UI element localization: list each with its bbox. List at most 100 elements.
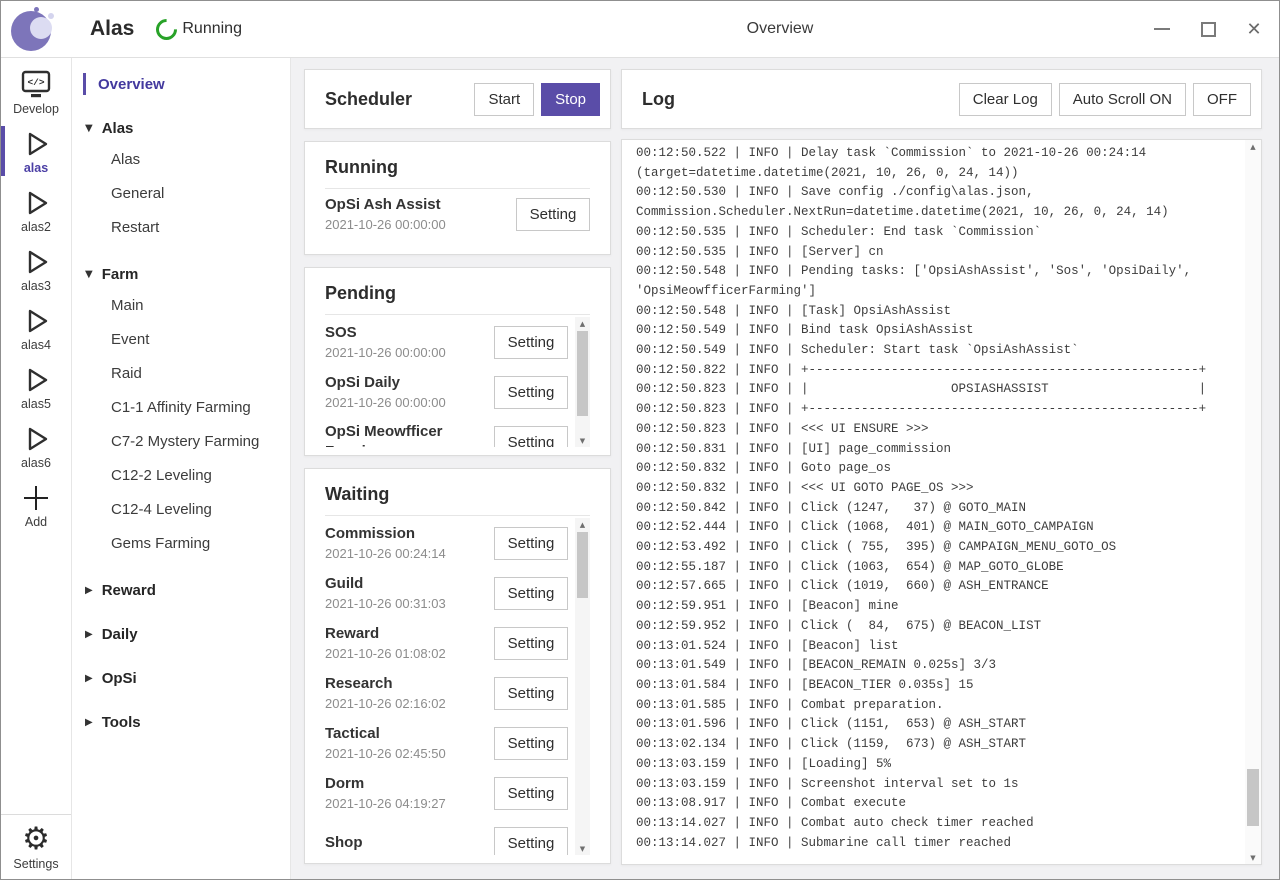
nav-item-event[interactable]: Event	[111, 330, 150, 348]
scroll-thumb[interactable]	[1247, 769, 1259, 826]
task-next-run: 2021-10-26 00:31:03	[325, 596, 446, 611]
pending-task-list: SOS 2021-10-26 00:00:00 Setting OpSi Dai…	[325, 317, 568, 447]
clear-log-button[interactable]: Clear Log	[958, 82, 1052, 116]
task-name: OpSi Daily	[325, 374, 401, 391]
setting-button[interactable]: Setting	[494, 826, 568, 855]
code-monitor-icon: </>	[20, 70, 52, 100]
setting-button[interactable]: Setting	[494, 325, 568, 359]
setting-button[interactable]: Setting	[494, 626, 568, 660]
task-name: Research	[325, 675, 393, 692]
nav-group-farm[interactable]: ▼ Farm	[72, 260, 290, 288]
setting-button[interactable]: Setting	[494, 776, 568, 810]
task-info: Commission 2021-10-26 00:24:14	[325, 524, 494, 562]
rail-item-alas6[interactable]: alas6	[1, 418, 71, 477]
task-name: SOS	[325, 324, 357, 341]
rail-label: alas6	[21, 456, 51, 470]
rail-label: Develop	[13, 102, 59, 116]
rail-item-alas2[interactable]: alas2	[1, 182, 71, 241]
log-output[interactable]: 00:12:50.522 | INFO | Delay task `Commis…	[636, 146, 1207, 850]
auto-scroll-off-button[interactable]: OFF	[1193, 82, 1251, 116]
play-icon	[21, 424, 51, 454]
task-name: Guild	[325, 575, 364, 592]
nav-item-c1-1-affinity-farming[interactable]: C1-1 Affinity Farming	[111, 398, 251, 416]
task-info: Shop	[325, 833, 494, 853]
nav-item-raid[interactable]: Raid	[111, 364, 142, 382]
setting-button[interactable]: Setting	[494, 526, 568, 560]
rail-item-settings[interactable]: ⚙ Settings	[1, 814, 71, 879]
task-next-run: 2021-10-26 02:16:02	[325, 696, 446, 711]
nav-group-opsi[interactable]: ▶ OpSi	[72, 664, 290, 692]
window-controls: ✕	[1153, 1, 1263, 57]
setting-button[interactable]: Setting	[494, 576, 568, 610]
nav-group-label: Farm	[101, 265, 139, 283]
scroll-up-icon[interactable]: ▲	[579, 520, 586, 529]
running-card: Running OpSi Ash Assist 2021-10-26 00:00…	[304, 141, 611, 255]
stop-button[interactable]: Stop	[541, 82, 600, 116]
task-name: Commission	[325, 525, 416, 542]
start-button[interactable]: Start	[474, 82, 535, 116]
nav-group-reward[interactable]: ▶ Reward	[72, 576, 290, 604]
scroll-down-icon[interactable]: ▼	[579, 844, 586, 853]
rail-item-alas4[interactable]: alas4	[1, 300, 71, 359]
nav-item-c12-2-leveling[interactable]: C12-2 Leveling	[111, 466, 212, 484]
setting-button[interactable]: Setting	[494, 425, 568, 447]
logo-dot	[48, 13, 54, 19]
scroll-down-icon[interactable]: ▼	[579, 436, 586, 445]
scroll-thumb[interactable]	[577, 532, 588, 598]
nav-item-main[interactable]: Main	[111, 296, 144, 314]
waiting-heading: Waiting	[325, 484, 390, 504]
nav-group-label: Daily	[101, 625, 138, 643]
setting-button[interactable]: Setting	[494, 375, 568, 409]
auto-scroll-on-button[interactable]: Auto Scroll ON	[1058, 82, 1186, 116]
chevron-down-icon: ▼	[85, 268, 93, 280]
task-next-run: 2021-10-26 04:19:27	[325, 796, 446, 811]
rail-item-add[interactable]: Add	[1, 477, 71, 536]
waiting-scrollbar[interactable]: ▲ ▼	[575, 518, 590, 855]
play-icon	[21, 129, 51, 159]
task-row-sos: SOS 2021-10-26 00:00:00 Setting	[325, 317, 568, 367]
setting-button[interactable]: Setting	[494, 726, 568, 760]
task-info: Tactical 2021-10-26 02:45:50	[325, 724, 494, 762]
nav-item-c7-2-mystery-farming[interactable]: C7-2 Mystery Farming	[111, 432, 260, 450]
nav-item-general[interactable]: General	[111, 184, 165, 202]
task-row-reward: Reward 2021-10-26 01:08:02 Setting	[325, 618, 568, 668]
task-name: Dorm	[325, 775, 365, 792]
task-name: Tactical	[325, 725, 380, 742]
nav-item-overview[interactable]: Overview	[72, 70, 290, 98]
log-scrollbar[interactable]: ▲ ▼	[1245, 140, 1261, 864]
task-info: OpSi Ash Assist 2021-10-26 00:00:00	[325, 195, 516, 233]
rail-label: alas	[23, 161, 49, 175]
main-area: Scheduler Start Stop Running OpSi Ash As…	[291, 58, 1279, 879]
running-spinner-icon	[152, 14, 182, 44]
nav-item-c12-4-leveling[interactable]: C12-4 Leveling	[111, 500, 212, 518]
setting-button[interactable]: Setting	[494, 676, 568, 710]
nav-group-daily[interactable]: ▶ Daily	[72, 620, 290, 648]
maximize-button[interactable]	[1199, 20, 1217, 38]
task-row-opsi-ash-assist: OpSi Ash Assist 2021-10-26 00:00:00 Sett…	[325, 189, 590, 239]
scroll-up-icon[interactable]: ▲	[1250, 142, 1256, 151]
nav-item-alas[interactable]: Alas	[111, 150, 141, 168]
pending-card: Pending SOS 2021-10-26 00:00:00 Setting	[304, 267, 611, 456]
rail-item-alas3[interactable]: alas3	[1, 241, 71, 300]
rail-item-alas[interactable]: alas	[1, 123, 71, 182]
minimize-button[interactable]	[1153, 20, 1171, 38]
task-info: OpSi Meowfficer Farming	[325, 422, 494, 447]
nav-group-tools[interactable]: ▶ Tools	[72, 708, 290, 736]
rail-item-develop[interactable]: </> Develop	[1, 64, 71, 123]
scroll-thumb[interactable]	[577, 331, 588, 416]
setting-button[interactable]: Setting	[516, 197, 590, 231]
task-info: Research 2021-10-26 02:16:02	[325, 674, 494, 712]
gear-icon: ⚙	[22, 821, 50, 857]
nav-group-alas[interactable]: ▼ Alas	[72, 114, 290, 142]
nav-item-gems-farming[interactable]: Gems Farming	[111, 534, 211, 552]
nav-item-restart[interactable]: Restart	[111, 218, 160, 236]
play-icon	[21, 306, 51, 336]
rail-item-alas5[interactable]: alas5	[1, 359, 71, 418]
chevron-right-icon: ▶	[85, 628, 93, 640]
scroll-down-icon[interactable]: ▼	[1250, 853, 1256, 862]
scroll-up-icon[interactable]: ▲	[579, 319, 586, 328]
pending-scrollbar[interactable]: ▲ ▼	[575, 317, 590, 447]
task-next-run: 2021-10-26 00:00:00	[325, 395, 446, 410]
task-row-guild: Guild 2021-10-26 00:31:03 Setting	[325, 568, 568, 618]
close-button[interactable]: ✕	[1246, 19, 1262, 39]
